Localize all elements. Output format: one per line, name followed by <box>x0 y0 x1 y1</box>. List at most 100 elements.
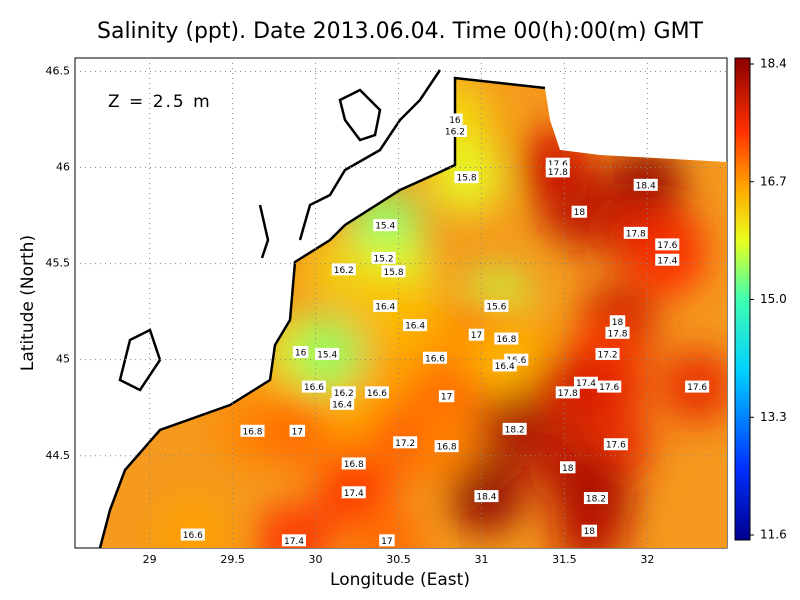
contour-label: 17.6 <box>657 241 677 251</box>
contour-label: 16.2 <box>334 266 354 276</box>
contour-label-box <box>685 380 710 393</box>
contour-label: 17.8 <box>558 389 578 399</box>
contour-label: 16.4 <box>495 362 515 372</box>
contour-label: 16.4 <box>375 302 395 312</box>
contour-label-box <box>379 534 395 547</box>
contour-label-box <box>289 424 306 437</box>
contour-label-box <box>292 346 309 358</box>
contour-label: 18.2 <box>586 495 606 505</box>
contour-label: 15.4 <box>375 222 395 232</box>
contour-label-box <box>605 326 630 339</box>
contour-label: 16.2 <box>334 389 354 399</box>
contour-label: 16.8 <box>496 335 516 345</box>
contour-label-box <box>555 386 580 399</box>
colorbar-tick-label: 11.6 <box>760 528 787 542</box>
y-axis-label: Latitude (North) <box>18 235 38 371</box>
contour-label: 17 <box>381 537 392 547</box>
contour-label: 18 <box>574 208 586 218</box>
contour-label-box <box>281 534 307 547</box>
contour-label-box <box>447 113 463 126</box>
contour-label: 16.8 <box>437 443 457 453</box>
contour-label-box <box>373 219 398 232</box>
y-tick-label: 46.5 <box>46 64 71 77</box>
x-tick-label: 31 <box>474 553 488 566</box>
contour-label: 17.8 <box>548 168 568 178</box>
contour-label: 18.4 <box>636 181 656 191</box>
contour-label: 17.6 <box>687 383 707 393</box>
x-tick-label: 30.5 <box>386 553 411 566</box>
contour-label-box <box>422 351 448 364</box>
x-tick-label: 31.5 <box>552 553 577 566</box>
contour-label: 17.4 <box>344 489 364 499</box>
contour-label: 16.8 <box>242 427 262 437</box>
contour-label: 15.8 <box>384 268 404 278</box>
y-tick-label: 44.5 <box>46 449 71 462</box>
colorbar <box>734 57 751 541</box>
contour-label-box <box>655 238 680 251</box>
contour-label-box <box>595 347 620 360</box>
contour-label-box <box>494 332 519 345</box>
contour-label-box <box>434 440 459 453</box>
chart-title: Salinity (ppt). Date 2013.06.04. Time 00… <box>97 19 704 44</box>
contour-label: 16.6 <box>367 389 387 399</box>
contour-label-box <box>484 299 509 312</box>
coastline <box>98 76 546 549</box>
contour-label-box <box>468 328 485 341</box>
y-tick-label: 45.5 <box>46 257 71 270</box>
contour-label: 16.4 <box>332 400 352 410</box>
contour-label: 15.6 <box>486 302 506 312</box>
contour-label: 18 <box>584 527 596 537</box>
contour-label-box <box>623 226 648 239</box>
contour-label: 17.8 <box>626 229 646 239</box>
contour-label: 16.2 <box>445 128 465 138</box>
contour-label: 17.6 <box>606 441 626 451</box>
contour-label-box <box>381 265 406 278</box>
contour-label: 16.6 <box>425 354 445 364</box>
contour-label-box <box>454 171 479 184</box>
contour-label: 17.8 <box>607 329 627 339</box>
contour-label-box <box>393 436 418 449</box>
contour-label-box <box>571 205 588 218</box>
contour-label: 18.2 <box>505 425 525 435</box>
contour-label: 17 <box>471 331 482 341</box>
contour-label-box <box>474 490 499 503</box>
x-tick-label: 32 <box>640 553 654 566</box>
contour-label: 16 <box>295 349 307 359</box>
contour-label-box <box>442 125 467 138</box>
contour-label-box <box>341 486 366 499</box>
contour-label-box <box>609 315 626 328</box>
contour-label-box <box>655 253 680 266</box>
colorbar-tick-label: 18.4 <box>760 57 787 71</box>
contour-label: 17.6 <box>599 383 619 393</box>
x-tick-label: 29 <box>143 553 157 566</box>
contour-label-box <box>330 397 355 410</box>
contour-label-box <box>573 376 599 389</box>
contour-label-box <box>633 178 658 191</box>
contour-label-box <box>240 424 265 437</box>
x-tick-label: 30 <box>309 553 323 566</box>
contour-label-box <box>438 390 455 403</box>
contour-label: 17 <box>441 393 452 403</box>
colorbar-tick-label: 16.7 <box>760 174 787 188</box>
depth-annotation: Z = 2.5 m <box>108 92 212 112</box>
contour-label: 17 <box>292 427 303 437</box>
grid <box>75 58 727 548</box>
contour-label-box <box>373 299 398 312</box>
contour-label-box <box>180 528 205 541</box>
contour-label: 16.6 <box>183 531 203 541</box>
x-tick-label: 29.5 <box>220 553 245 566</box>
contour-label-box <box>364 386 389 399</box>
contour-label: 16 <box>449 116 461 126</box>
colorbar-tick-label: 15.0 <box>760 292 787 306</box>
contour-label: 16.6 <box>304 383 324 393</box>
y-tick-label: 45 <box>56 353 70 366</box>
x-axis-label: Longitude (East) <box>330 570 470 590</box>
contour-label: 18 <box>562 464 574 474</box>
contour-label-box <box>583 492 608 505</box>
contour-label-box <box>331 386 356 399</box>
contour-label-box <box>502 422 527 435</box>
contour-label-box <box>403 319 428 332</box>
contour-label-box <box>545 165 570 178</box>
